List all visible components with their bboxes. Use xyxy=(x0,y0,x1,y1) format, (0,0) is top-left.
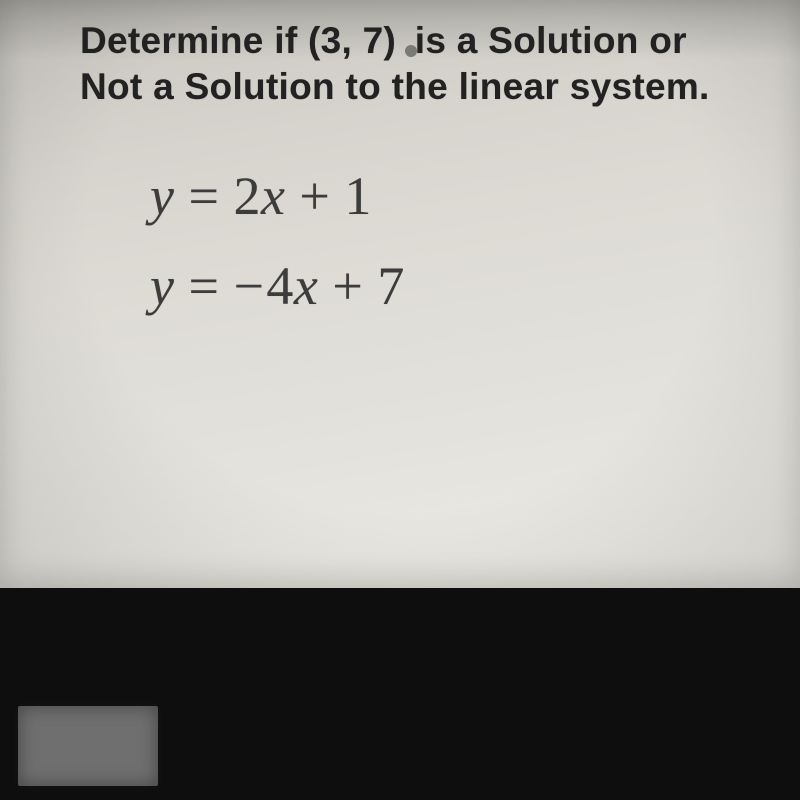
plus-sign: + xyxy=(285,165,344,227)
eq2-lhs-var: y xyxy=(150,256,174,316)
equals-sign: = xyxy=(174,165,233,227)
eq1-rhs-var: x xyxy=(261,166,285,226)
equals-sign: = xyxy=(174,255,233,317)
eq1-const: 1 xyxy=(344,166,372,226)
equation-1: y=2x+1 xyxy=(150,165,740,227)
prompt-line1-b: is a Solution or xyxy=(415,20,687,61)
content-area: Determine if (3, 7) is a Solution or Not… xyxy=(0,0,800,345)
worksheet-paper: Determine if (3, 7) is a Solution or Not… xyxy=(0,0,800,588)
equation-block: y=2x+1 y=−4x+7 xyxy=(80,165,740,317)
eq2-coef: 4 xyxy=(266,256,294,316)
cursor-dot-icon xyxy=(405,45,417,57)
minus-sign: − xyxy=(233,255,266,317)
prompt-line1-a: Determine if (3, 7) xyxy=(80,20,407,61)
prompt-line2: Not a Solution to the linear system. xyxy=(80,66,710,107)
eq1-lhs-var: y xyxy=(150,166,174,226)
nav-thumbnail[interactable] xyxy=(18,706,158,786)
prompt-text: Determine if (3, 7) is a Solution or Not… xyxy=(80,18,740,111)
equation-2: y=−4x+7 xyxy=(150,255,740,317)
eq2-const: 7 xyxy=(377,256,405,316)
plus-sign: + xyxy=(318,255,377,317)
screenshot-frame: Determine if (3, 7) is a Solution or Not… xyxy=(0,0,800,800)
eq1-coef: 2 xyxy=(233,166,261,226)
eq2-rhs-var: x xyxy=(294,256,318,316)
